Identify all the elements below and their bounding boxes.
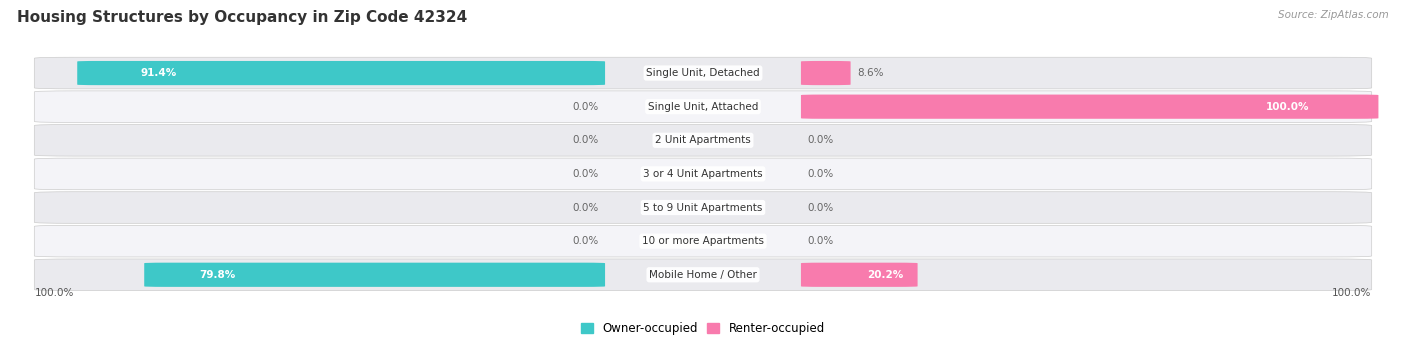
FancyBboxPatch shape (801, 61, 851, 85)
Text: 2 Unit Apartments: 2 Unit Apartments (655, 135, 751, 145)
Text: 0.0%: 0.0% (572, 169, 599, 179)
Text: 100.0%: 100.0% (1265, 102, 1309, 112)
FancyBboxPatch shape (34, 225, 1372, 257)
Text: 0.0%: 0.0% (572, 236, 599, 246)
Text: 79.8%: 79.8% (200, 270, 236, 280)
FancyBboxPatch shape (34, 91, 1372, 122)
FancyBboxPatch shape (34, 124, 1372, 156)
FancyBboxPatch shape (34, 57, 1372, 89)
Text: Housing Structures by Occupancy in Zip Code 42324: Housing Structures by Occupancy in Zip C… (17, 10, 467, 25)
Text: 0.0%: 0.0% (807, 236, 834, 246)
Text: 0.0%: 0.0% (572, 102, 599, 112)
Text: 10 or more Apartments: 10 or more Apartments (643, 236, 763, 246)
Text: 0.0%: 0.0% (807, 169, 834, 179)
Text: Mobile Home / Other: Mobile Home / Other (650, 270, 756, 280)
Text: 0.0%: 0.0% (807, 203, 834, 212)
Text: 91.4%: 91.4% (141, 68, 177, 78)
FancyBboxPatch shape (801, 94, 1378, 119)
Text: 3 or 4 Unit Apartments: 3 or 4 Unit Apartments (643, 169, 763, 179)
Text: Single Unit, Detached: Single Unit, Detached (647, 68, 759, 78)
FancyBboxPatch shape (801, 263, 918, 287)
Text: 0.0%: 0.0% (807, 135, 834, 145)
Text: 0.0%: 0.0% (572, 135, 599, 145)
Text: Source: ZipAtlas.com: Source: ZipAtlas.com (1278, 10, 1389, 20)
FancyBboxPatch shape (34, 259, 1372, 291)
Text: 5 to 9 Unit Apartments: 5 to 9 Unit Apartments (644, 203, 762, 212)
Text: 100.0%: 100.0% (1333, 288, 1372, 298)
Legend: Owner-occupied, Renter-occupied: Owner-occupied, Renter-occupied (576, 317, 830, 340)
Text: 0.0%: 0.0% (572, 203, 599, 212)
Text: 8.6%: 8.6% (858, 68, 884, 78)
Text: 100.0%: 100.0% (34, 288, 73, 298)
FancyBboxPatch shape (77, 61, 605, 85)
Text: Single Unit, Attached: Single Unit, Attached (648, 102, 758, 112)
FancyBboxPatch shape (145, 263, 605, 287)
FancyBboxPatch shape (34, 192, 1372, 223)
Text: 20.2%: 20.2% (868, 270, 904, 280)
FancyBboxPatch shape (34, 158, 1372, 190)
